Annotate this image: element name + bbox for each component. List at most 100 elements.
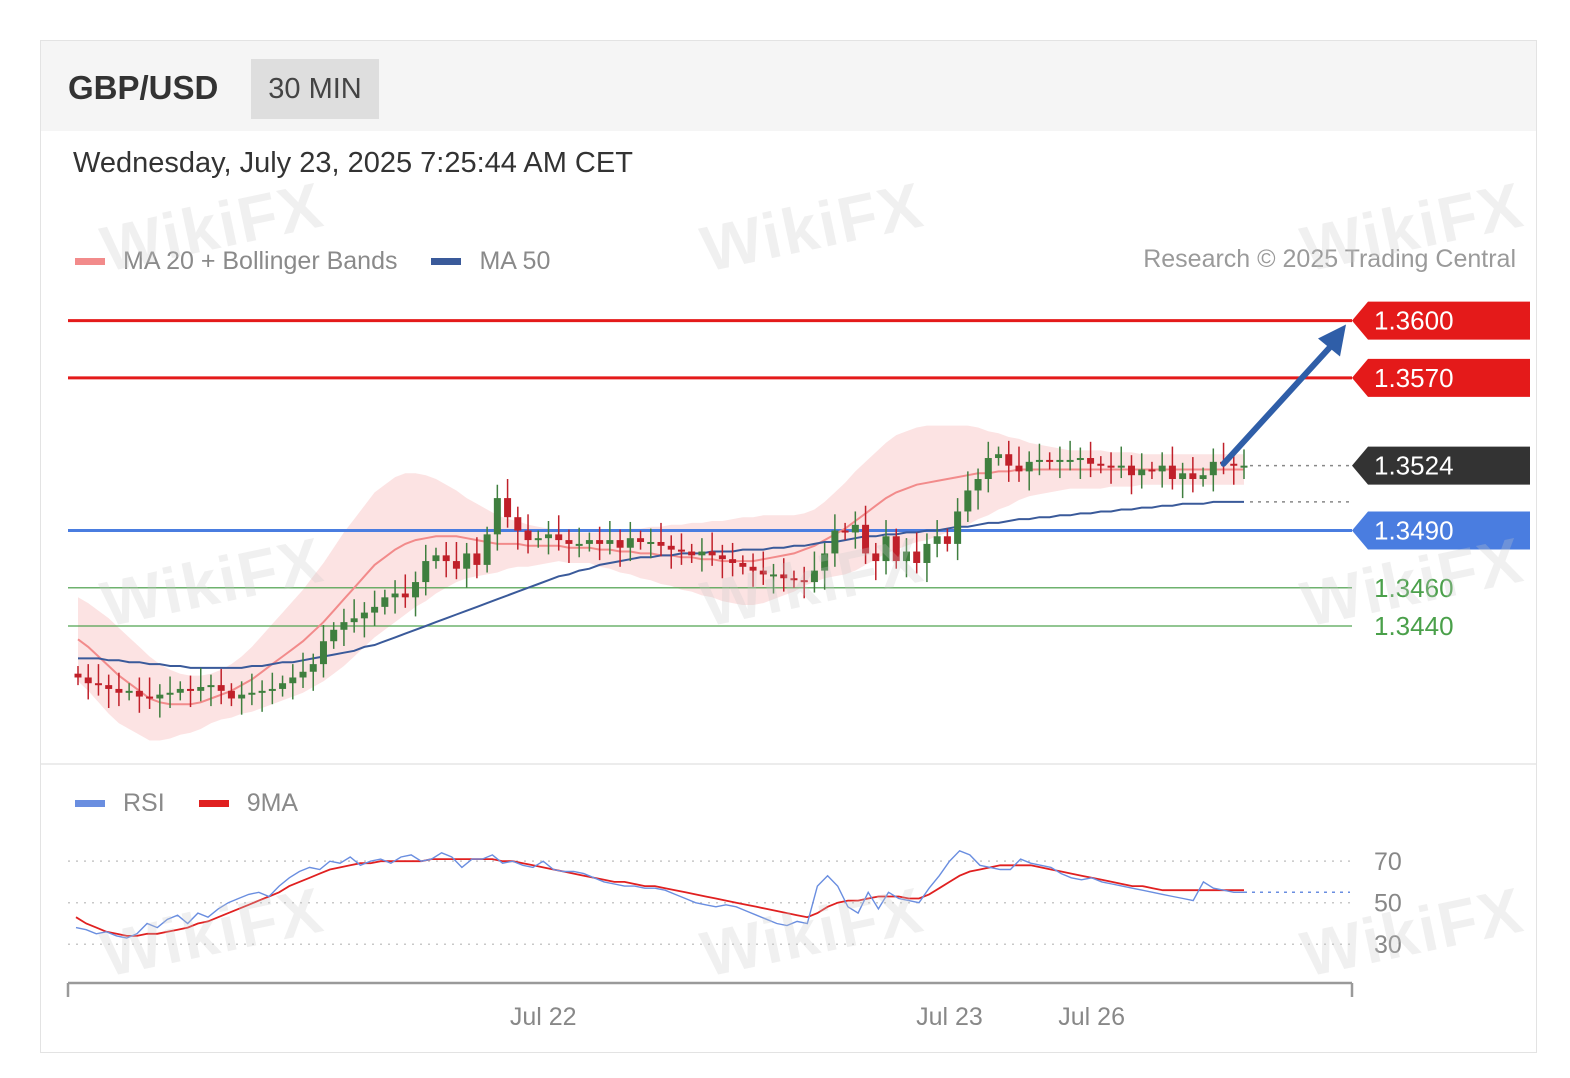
candle-body: [401, 593, 409, 598]
candle-body: [585, 540, 593, 544]
candle-body: [1127, 465, 1135, 476]
candle-body: [831, 530, 839, 554]
candle-body: [74, 673, 82, 678]
candle-body: [319, 641, 327, 665]
candle-body: [381, 597, 389, 607]
support-tag-bg: [1352, 511, 1530, 550]
candle-body: [330, 629, 338, 642]
candle-body: [667, 545, 675, 550]
candle-body: [1199, 475, 1207, 480]
candle-body: [207, 685, 215, 688]
candle-body: [1097, 463, 1105, 466]
rsi-tick-label: 50: [1374, 890, 1402, 918]
candle-body: [688, 551, 696, 556]
candle-body: [299, 671, 307, 678]
candle-body: [176, 688, 184, 693]
ma20-legend-label: MA 20 + Bollinger Bands: [123, 247, 398, 275]
candle-body: [135, 690, 143, 697]
candle-body: [483, 534, 491, 565]
candle-body: [729, 559, 737, 563]
candle-body: [360, 612, 368, 619]
candle-body: [892, 536, 900, 562]
resistance-tag-text: 1.3600: [1374, 306, 1454, 336]
candle-body: [862, 524, 870, 554]
candle-body: [217, 685, 225, 691]
candle-body: [248, 692, 256, 695]
ma50-legend-label: MA 50: [479, 247, 551, 275]
rsi-line: [75, 849, 1244, 939]
candles: [74, 440, 1248, 718]
current-price-tag-bg: [1352, 446, 1530, 485]
candle-body: [565, 540, 573, 544]
candle-body: [718, 555, 726, 560]
candle-body: [1148, 469, 1156, 472]
ma50-swatch: [431, 258, 462, 265]
candle-body: [1117, 465, 1125, 468]
candle-body: [350, 618, 358, 623]
x-tick-label: Jul 22: [510, 1003, 577, 1031]
candle-body: [800, 580, 808, 583]
candle-body: [647, 541, 655, 544]
rsi-ma-legend-label: 9MA: [246, 789, 299, 817]
timeframe-badge[interactable]: 30 MIN: [251, 59, 379, 119]
candle-body: [913, 551, 921, 563]
candle-body: [790, 578, 798, 581]
panel-divider: [41, 763, 1536, 765]
candle-body: [943, 536, 951, 544]
bollinger-band: [78, 425, 1244, 741]
candle-body: [657, 541, 665, 546]
candle-body: [544, 534, 552, 539]
rsi-tick-label: 30: [1374, 931, 1402, 959]
candle-body: [759, 570, 767, 575]
candle-body: [1138, 469, 1146, 476]
candle-body: [739, 562, 747, 567]
candle-body: [575, 543, 583, 546]
rsi-swatch: [75, 800, 105, 807]
chart-header: GBP/USD 30 MIN: [41, 41, 1536, 131]
candle-body: [851, 524, 859, 533]
resistance-tag-bg: [1352, 301, 1530, 340]
candle-body: [442, 555, 450, 562]
research-credit: Research © 2025 Trading Central: [1143, 245, 1516, 273]
candle-body: [146, 696, 154, 699]
candle-body: [964, 490, 972, 512]
candle-body: [995, 454, 1003, 459]
candle-body: [1168, 465, 1176, 480]
candle-body: [371, 606, 379, 613]
candle-body: [1107, 465, 1115, 468]
candle-body: [872, 553, 880, 562]
candle-body: [626, 538, 634, 548]
candle-body: [1056, 459, 1064, 462]
candle-body: [473, 553, 481, 565]
candle-body: [933, 536, 941, 544]
candle-body: [708, 551, 716, 556]
candle-body: [1015, 465, 1023, 472]
candle-body: [534, 538, 542, 541]
price-legend: MA 20 + Bollinger Bands MA 50: [75, 247, 550, 276]
candle-body: [637, 538, 645, 542]
candle-body: [810, 570, 818, 583]
candle-body: [902, 551, 910, 562]
candle-body: [94, 683, 102, 686]
candle-body: [1005, 454, 1013, 466]
candle-body: [677, 549, 685, 552]
candle-body: [258, 690, 266, 693]
candle-body: [166, 692, 174, 695]
current-price-tag-text: 1.3524: [1374, 451, 1454, 481]
candle-body: [596, 540, 604, 544]
candle-body: [1189, 473, 1197, 480]
candle-body: [1209, 461, 1217, 476]
candle-body: [606, 540, 614, 544]
candle-body: [770, 574, 778, 577]
candle-body: [954, 511, 962, 544]
rsi-legend: RSI 9MA: [75, 789, 298, 818]
candle-body: [115, 688, 123, 693]
candle-body: [1230, 463, 1238, 466]
candle-body: [309, 664, 317, 672]
candle-body: [1046, 459, 1054, 462]
x-tick-label: Jul 23: [916, 1003, 983, 1031]
candle-body: [238, 694, 246, 699]
candle-body: [187, 688, 195, 691]
rsi-legend-label: RSI: [123, 789, 165, 817]
